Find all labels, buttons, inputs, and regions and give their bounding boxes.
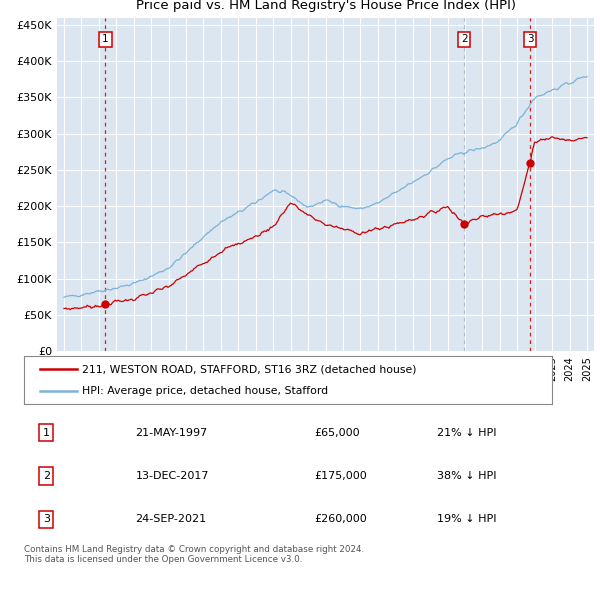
Text: 21% ↓ HPI: 21% ↓ HPI	[437, 428, 496, 438]
Text: 19% ↓ HPI: 19% ↓ HPI	[437, 514, 496, 524]
Text: £175,000: £175,000	[314, 471, 367, 481]
Text: 1: 1	[43, 428, 50, 438]
Text: 21-MAY-1997: 21-MAY-1997	[136, 428, 208, 438]
Text: £65,000: £65,000	[314, 428, 360, 438]
Text: Contains HM Land Registry data © Crown copyright and database right 2024.
This d: Contains HM Land Registry data © Crown c…	[24, 545, 364, 564]
Text: 3: 3	[527, 34, 533, 44]
Text: HPI: Average price, detached house, Stafford: HPI: Average price, detached house, Staf…	[82, 386, 328, 396]
Text: £260,000: £260,000	[314, 514, 367, 524]
Text: 38% ↓ HPI: 38% ↓ HPI	[437, 471, 496, 481]
Title: 211, WESTON ROAD, STAFFORD, ST16 3RZ
Price paid vs. HM Land Registry's House Pri: 211, WESTON ROAD, STAFFORD, ST16 3RZ Pri…	[136, 0, 515, 12]
Text: 2: 2	[43, 471, 50, 481]
Text: 2: 2	[461, 34, 467, 44]
Text: 13-DEC-2017: 13-DEC-2017	[136, 471, 209, 481]
Text: 1: 1	[102, 34, 109, 44]
Text: 3: 3	[43, 514, 50, 524]
Text: 211, WESTON ROAD, STAFFORD, ST16 3RZ (detached house): 211, WESTON ROAD, STAFFORD, ST16 3RZ (de…	[82, 364, 416, 374]
Text: 24-SEP-2021: 24-SEP-2021	[136, 514, 207, 524]
